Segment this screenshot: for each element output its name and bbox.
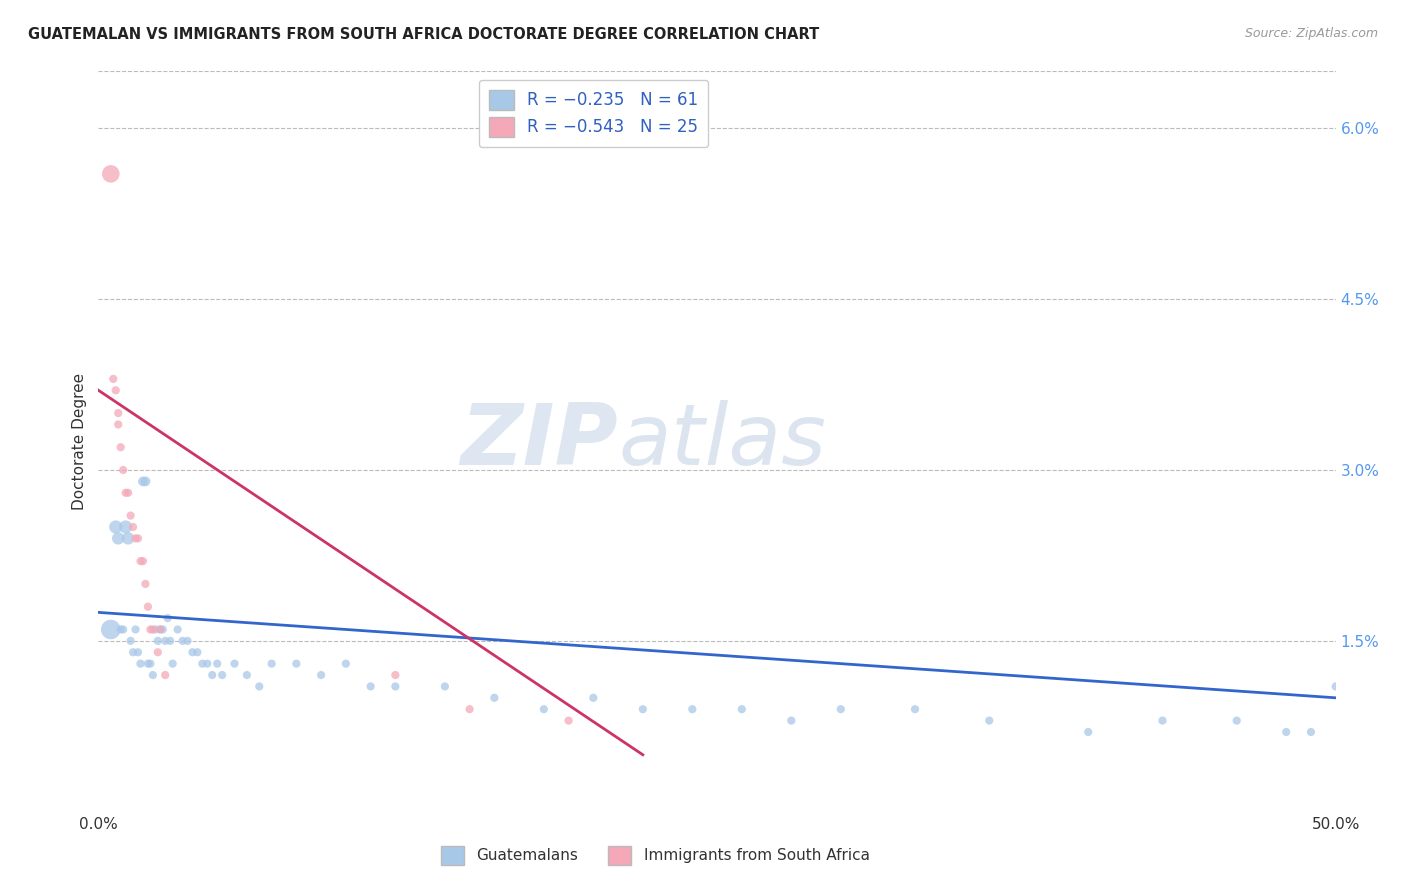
Point: [110, 440, 132, 454]
Point: [211, 668, 233, 682]
Point: [1077, 725, 1099, 739]
Text: ZIP: ZIP: [460, 400, 619, 483]
Point: [149, 623, 172, 637]
Point: [172, 633, 194, 648]
Point: [309, 668, 332, 682]
Point: [1152, 714, 1174, 728]
Point: [132, 475, 155, 489]
Point: [533, 702, 555, 716]
Point: [146, 633, 169, 648]
Point: [731, 702, 754, 716]
Point: [117, 485, 139, 500]
Point: [155, 668, 177, 682]
Text: Source: ZipAtlas.com: Source: ZipAtlas.com: [1244, 27, 1378, 40]
Point: [110, 623, 132, 637]
Point: [384, 680, 406, 694]
Point: [134, 475, 156, 489]
Point: [205, 657, 228, 671]
Point: [191, 657, 214, 671]
Point: [181, 645, 204, 659]
Point: [129, 657, 152, 671]
Point: [143, 623, 166, 637]
Point: [107, 417, 129, 432]
Text: atlas: atlas: [619, 400, 827, 483]
Point: [195, 657, 218, 671]
Point: [224, 657, 246, 671]
Point: [142, 623, 165, 637]
Point: [112, 623, 135, 637]
Point: [152, 623, 174, 637]
Point: [122, 520, 145, 534]
Point: [582, 690, 605, 705]
Point: [631, 702, 654, 716]
Point: [104, 520, 127, 534]
Point: [107, 406, 129, 420]
Point: [681, 702, 703, 716]
Point: [149, 623, 172, 637]
Point: [186, 645, 208, 659]
Point: [134, 577, 156, 591]
Point: [103, 372, 125, 386]
Point: [146, 645, 169, 659]
Legend: Guatemalans, Immigrants from South Africa: Guatemalans, Immigrants from South Afric…: [434, 840, 876, 871]
Point: [780, 714, 803, 728]
Point: [107, 532, 129, 546]
Point: [104, 384, 127, 398]
Point: [117, 532, 139, 546]
Point: [139, 657, 162, 671]
Point: [136, 657, 159, 671]
Point: [260, 657, 283, 671]
Point: [100, 623, 122, 637]
Point: [112, 463, 135, 477]
Point: [136, 599, 159, 614]
Point: [162, 657, 184, 671]
Point: [127, 532, 149, 546]
Point: [904, 702, 927, 716]
Point: [285, 657, 308, 671]
Point: [129, 554, 152, 568]
Point: [132, 554, 155, 568]
Point: [979, 714, 1001, 728]
Point: [830, 702, 852, 716]
Point: [155, 633, 177, 648]
Point: [458, 702, 481, 716]
Point: [100, 167, 122, 181]
Point: [1324, 680, 1347, 694]
Point: [139, 623, 162, 637]
Point: [1299, 725, 1322, 739]
Point: [124, 532, 146, 546]
Point: [127, 645, 149, 659]
Point: [124, 623, 146, 637]
Point: [1275, 725, 1298, 739]
Text: GUATEMALAN VS IMMIGRANTS FROM SOUTH AFRICA DOCTORATE DEGREE CORRELATION CHART: GUATEMALAN VS IMMIGRANTS FROM SOUTH AFRI…: [28, 27, 820, 42]
Point: [201, 668, 224, 682]
Point: [114, 485, 136, 500]
Point: [384, 668, 406, 682]
Point: [433, 680, 456, 694]
Point: [1226, 714, 1249, 728]
Point: [114, 520, 136, 534]
Point: [236, 668, 259, 682]
Point: [166, 623, 188, 637]
Point: [247, 680, 270, 694]
Point: [122, 645, 145, 659]
Point: [120, 633, 142, 648]
Point: [120, 508, 142, 523]
Point: [156, 611, 179, 625]
Point: [176, 633, 198, 648]
Point: [557, 714, 579, 728]
Point: [335, 657, 357, 671]
Point: [484, 690, 506, 705]
Point: [159, 633, 181, 648]
Y-axis label: Doctorate Degree: Doctorate Degree: [72, 373, 87, 510]
Point: [360, 680, 382, 694]
Point: [142, 668, 165, 682]
